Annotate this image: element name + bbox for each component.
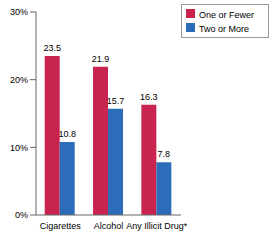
svg-text:15.7: 15.7 — [107, 96, 125, 106]
svg-text:Cigarettes: Cigarettes — [40, 221, 82, 231]
svg-text:Any Illicit Drug*: Any Illicit Drug* — [126, 221, 188, 231]
svg-text:7.8: 7.8 — [158, 149, 171, 159]
html-text:Two or More: Two or More — [199, 24, 249, 34]
svg-text:10%: 10% — [10, 143, 28, 153]
svg-text:Alcohol: Alcohol — [94, 221, 124, 231]
svg-text:0%: 0% — [15, 210, 28, 220]
svg-text:20%: 20% — [10, 75, 28, 85]
svg-text:21.9: 21.9 — [92, 54, 110, 64]
html-text:One or Fewer: One or Fewer — [199, 10, 254, 20]
svg-text:23.5: 23.5 — [43, 43, 61, 53]
svg-text:30%: 30% — [10, 7, 28, 17]
svg-text:16.3: 16.3 — [140, 92, 158, 102]
svg-text:10.8: 10.8 — [58, 129, 76, 139]
